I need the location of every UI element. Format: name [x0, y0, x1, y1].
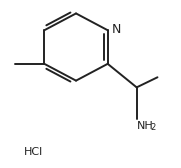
- Text: N: N: [112, 23, 121, 36]
- Text: 2: 2: [150, 123, 155, 133]
- Text: NH: NH: [137, 121, 153, 131]
- Text: HCl: HCl: [24, 147, 43, 157]
